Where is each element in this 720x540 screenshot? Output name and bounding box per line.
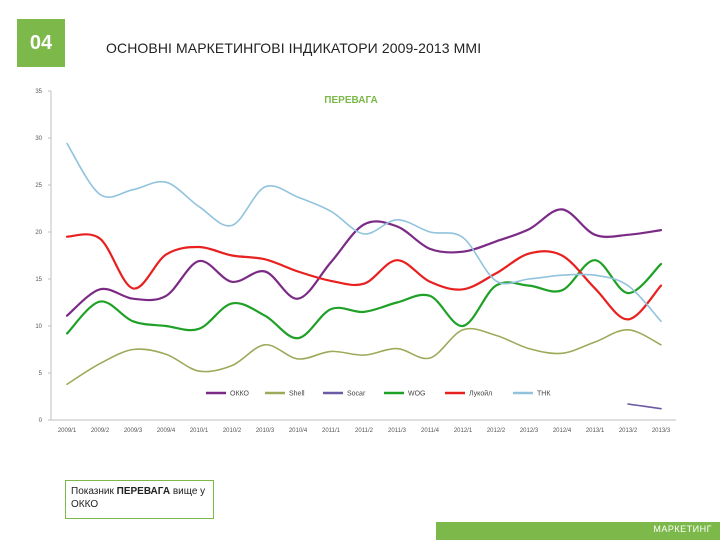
line-chart: 0 5 10 15 20 25 30 35 2009/1 2009/2 2009/3 2009/4 20… bbox=[35, 89, 676, 434]
series-line-лукойл bbox=[65, 233, 663, 321]
x-tick-label: 2012/1 bbox=[454, 428, 473, 434]
callout-box: Показник ПЕРЕВАГА вище у ОККО bbox=[65, 480, 214, 519]
x-tick-label: 2011/3 bbox=[388, 428, 407, 434]
series-line-wog bbox=[65, 259, 663, 340]
x-tick-label: 2010/3 bbox=[256, 428, 275, 434]
legend-label: Shell bbox=[289, 391, 305, 398]
x-tick-label: 2011/2 bbox=[355, 428, 374, 434]
x-tick-label: 2009/2 bbox=[91, 428, 110, 434]
slide-number-badge: 04 bbox=[17, 19, 65, 67]
x-tick-label: 2011/4 bbox=[421, 428, 440, 434]
x-tick-label: 2013/1 bbox=[586, 428, 605, 434]
legend-label: ТНК bbox=[537, 391, 551, 398]
y-tick-label: 15 bbox=[35, 277, 42, 283]
callout-text-after: вище у ОККО bbox=[71, 486, 206, 510]
x-tick-label: 2010/1 bbox=[190, 428, 209, 434]
y-tick-label: 5 bbox=[39, 371, 43, 377]
x-tick-label: 2012/4 bbox=[553, 428, 572, 434]
series-line-shell bbox=[66, 327, 662, 386]
x-tick-label: 2009/3 bbox=[124, 428, 143, 434]
y-tick-label: 0 bbox=[39, 418, 43, 424]
series-line-socar bbox=[627, 403, 662, 410]
series-line-окко bbox=[65, 208, 663, 317]
legend-label: Лукойл bbox=[469, 390, 492, 398]
legend-label: ОККО bbox=[230, 391, 250, 398]
slide-title: ОСНОВНІ МАРКЕТИНГОВІ ІНДИКАТОРИ 2009-201… bbox=[106, 40, 482, 56]
callout-highlight: ПЕРЕВАГА bbox=[116, 486, 171, 497]
x-tick-label: 2012/3 bbox=[520, 428, 539, 434]
footer-bar: МАРКЕТИНГ bbox=[436, 522, 720, 540]
x-tick-label: 2009/4 bbox=[157, 428, 176, 434]
x-tick-label: 2012/2 bbox=[487, 428, 506, 434]
x-tick-label: 2010/4 bbox=[289, 428, 308, 434]
chart-title: ПЕРЕВАГА bbox=[324, 95, 377, 106]
x-tick-label: 2011/1 bbox=[322, 428, 341, 434]
legend-label: WOG bbox=[408, 391, 426, 398]
y-tick-label: 20 bbox=[35, 230, 42, 236]
y-tick-label: 35 bbox=[35, 89, 42, 95]
y-tick-label: 30 bbox=[35, 136, 42, 142]
y-tick-label: 10 bbox=[35, 324, 42, 330]
x-tick-label: 2010/2 bbox=[223, 428, 242, 434]
legend-label: Socar bbox=[347, 391, 366, 398]
y-tick-label: 25 bbox=[35, 183, 42, 189]
x-tick-label: 2013/2 bbox=[619, 428, 638, 434]
callout-text-before: Показник bbox=[71, 486, 117, 497]
x-tick-label: 2009/1 bbox=[58, 428, 77, 434]
series-line-тнк bbox=[66, 142, 662, 323]
x-tick-label: 2013/3 bbox=[652, 428, 671, 434]
footer-label: МАРКЕТИНГ bbox=[653, 524, 712, 534]
